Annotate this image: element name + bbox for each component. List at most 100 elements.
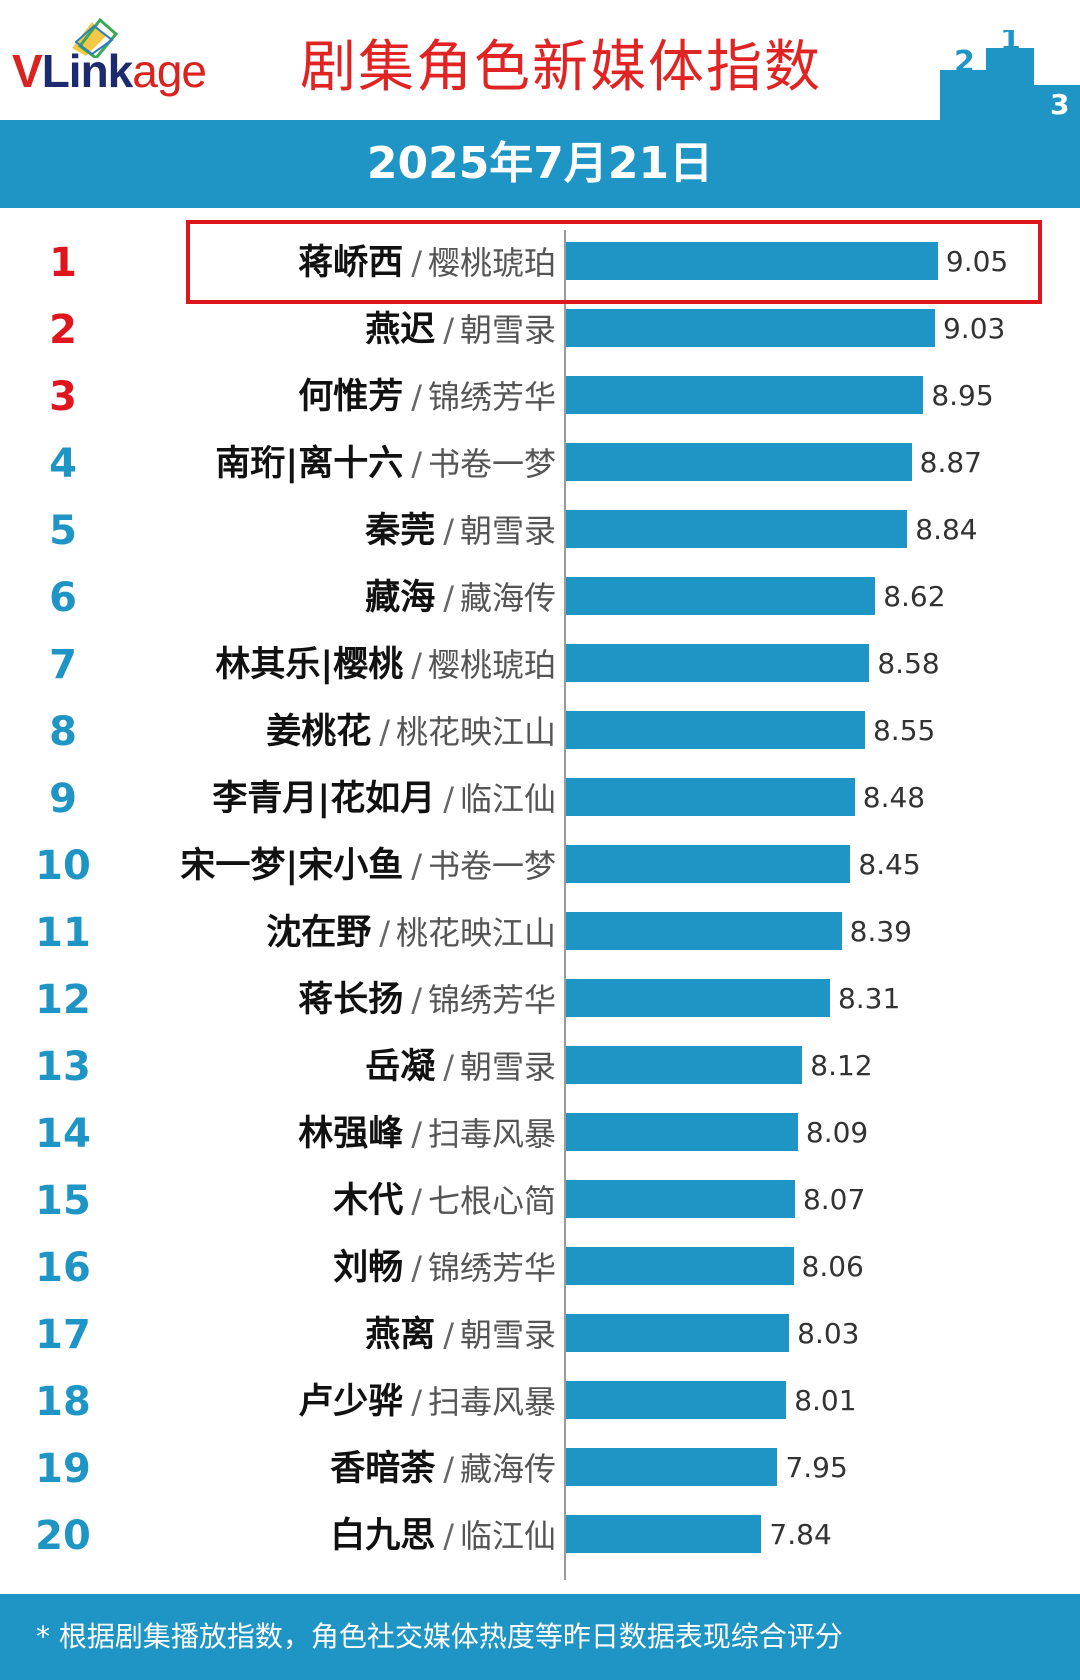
row-label: 木代 / 七根心简 <box>333 1168 556 1235</box>
value-bar <box>566 1180 795 1218</box>
character-name: 宋一梦|宋小鱼 <box>180 846 404 886</box>
value-bar <box>566 1448 778 1486</box>
value-label: 8.12 <box>810 1049 873 1082</box>
footer: * 根据剧集播放指数，角色社交媒体热度等昨日数据表现综合评分 <box>0 1594 1080 1680</box>
drama-title: 锦绣芳华 <box>427 378 556 416</box>
value-label: 8.03 <box>797 1317 860 1350</box>
row-label: 白九思 / 临江仙 <box>330 1503 556 1570</box>
chart-row: 19 香暗荼 / 藏海传 7.95 <box>0 1436 1080 1503</box>
value-label: 8.31 <box>837 982 901 1015</box>
row-label: 藏海 / 藏海传 <box>365 565 556 632</box>
row-label: 何惟芳 / 锦绣芳华 <box>298 364 556 431</box>
value-label: 9.05 <box>945 245 1009 278</box>
value-bar <box>566 376 924 414</box>
drama-title: 朝雪录 <box>459 311 556 349</box>
label-separator: / <box>443 579 454 617</box>
chart-row: 17 燕离 / 朝雪录 8.03 <box>0 1302 1080 1369</box>
value-label: 9.03 <box>942 312 1006 345</box>
character-name: 蒋长扬 <box>298 980 404 1020</box>
chart-row: 15 木代 / 七根心简 8.07 <box>0 1168 1080 1235</box>
drama-title: 朝雪录 <box>459 1048 556 1086</box>
rank-number: 18 <box>35 1379 91 1425</box>
chart-row: 12 蒋长扬 / 锦绣芳华 8.31 <box>0 967 1080 1034</box>
character-name: 岳凝 <box>365 1047 436 1087</box>
logo: VLinkage <box>12 45 207 97</box>
date-text: 2025年7月21日 <box>366 138 714 189</box>
character-name: 南珩|离十六 <box>215 444 404 484</box>
chart-row: 20 白九思 / 临江仙 7.84 <box>0 1503 1080 1570</box>
rank-number: 8 <box>49 709 77 755</box>
character-name: 林其乐|樱桃 <box>215 645 404 685</box>
top-rank-highlight <box>186 220 1042 304</box>
row-label: 李青月|花如月 / 临江仙 <box>212 766 556 833</box>
value-bar <box>566 1515 762 1553</box>
chart-row: 13 岳凝 / 朝雪录 8.12 <box>0 1034 1080 1101</box>
date-banner: 2025年7月21日 <box>0 120 1080 208</box>
value-label: 7.84 <box>769 1518 832 1551</box>
drama-title: 临江仙 <box>459 1517 556 1555</box>
value-bar <box>566 510 908 548</box>
row-label: 沈在野 / 桃花映江山 <box>266 900 556 967</box>
drama-title: 书卷一梦 <box>427 445 556 483</box>
drama-title: 朝雪录 <box>459 1316 556 1354</box>
row-label: 岳凝 / 朝雪录 <box>365 1034 556 1101</box>
value-bar <box>566 577 876 615</box>
label-separator: / <box>443 1450 454 1488</box>
character-name: 林强峰 <box>298 1114 404 1154</box>
rank-number: 9 <box>49 776 77 822</box>
drama-title: 桃花映江山 <box>395 713 556 751</box>
value-label: 8.06 <box>801 1250 864 1283</box>
character-name: 秦莞 <box>365 511 436 551</box>
chart-row: 10 宋一梦|宋小鱼 / 书卷一梦 8.45 <box>0 833 1080 900</box>
row-label: 林其乐|樱桃 / 樱桃琥珀 <box>215 632 556 699</box>
value-label: 8.84 <box>915 513 978 546</box>
value-label: 8.39 <box>849 915 912 948</box>
chart-row: 11 沈在野 / 桃花映江山 8.39 <box>0 900 1080 967</box>
character-name: 李青月|花如月 <box>212 779 436 819</box>
label-separator: / <box>443 311 454 349</box>
value-bar <box>566 1381 787 1419</box>
rank-number: 10 <box>35 843 91 889</box>
row-label: 林强峰 / 扫毒风暴 <box>298 1101 556 1168</box>
value-bar <box>566 1247 794 1285</box>
value-label: 8.48 <box>862 781 926 814</box>
character-name: 白九思 <box>330 1516 436 1556</box>
value-label: 8.87 <box>919 446 982 479</box>
label-separator: / <box>411 244 422 282</box>
label-separator: / <box>411 847 422 885</box>
value-label: 8.62 <box>883 580 946 613</box>
chart-row: 9 李青月|花如月 / 临江仙 8.48 <box>0 766 1080 833</box>
drama-title: 扫毒风暴 <box>427 1115 556 1153</box>
row-label: 姜桃花 / 桃花映江山 <box>266 699 556 766</box>
logo-v: V <box>12 45 43 97</box>
chart-row: 8 姜桃花 / 桃花映江山 8.55 <box>0 699 1080 766</box>
row-label: 刘畅 / 锦绣芳华 <box>333 1235 556 1302</box>
character-name: 卢少骅 <box>298 1382 404 1422</box>
drama-title: 临江仙 <box>459 780 556 818</box>
value-bar <box>566 1314 790 1352</box>
svg-text:3: 3 <box>1050 88 1069 120</box>
drama-title: 桃花映江山 <box>395 914 556 952</box>
rank-number: 4 <box>49 441 77 487</box>
label-separator: / <box>443 1316 454 1354</box>
header: VLinkage 剧集角色新媒体指数 2 1 3 <box>0 0 1080 120</box>
value-label: 8.01 <box>794 1384 857 1417</box>
rank-number: 20 <box>35 1513 91 1559</box>
chart-row: 2 燕迟 / 朝雪录 9.03 <box>0 297 1080 364</box>
rank-number: 15 <box>35 1178 91 1224</box>
podium-icon: 2 1 3 <box>940 30 1080 120</box>
chart-row: 4 南珩|离十六 / 书卷一梦 8.87 <box>0 431 1080 498</box>
rank-number: 12 <box>35 977 91 1023</box>
character-name: 姜桃花 <box>266 712 372 752</box>
character-name: 蒋峤西 <box>298 243 404 283</box>
row-label: 南珩|离十六 / 书卷一梦 <box>215 431 556 498</box>
character-name: 香暗荼 <box>330 1449 436 1489</box>
label-separator: / <box>379 914 390 952</box>
rank-number: 19 <box>35 1446 91 1492</box>
rank-number: 13 <box>35 1044 91 1090</box>
rank-number: 5 <box>49 508 77 554</box>
row-label: 燕离 / 朝雪录 <box>365 1302 556 1369</box>
rank-number: 3 <box>49 374 77 420</box>
row-label: 香暗荼 / 藏海传 <box>330 1436 556 1503</box>
label-separator: / <box>443 1517 454 1555</box>
